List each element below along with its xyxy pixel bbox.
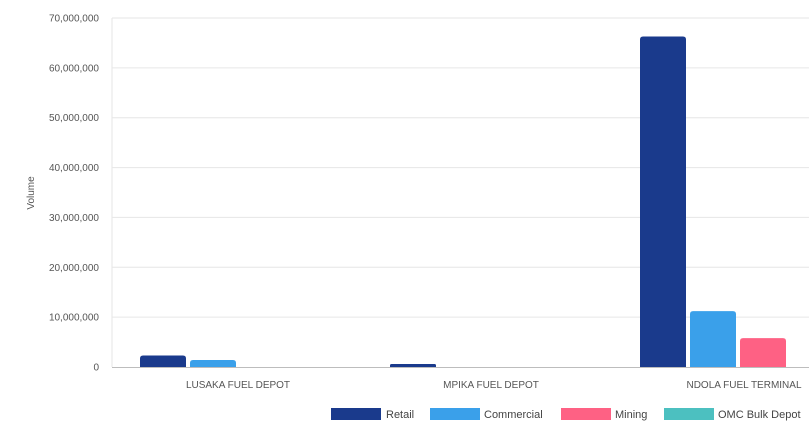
bar-retail-2 [640,36,686,367]
bar-commercial-0 [190,360,236,367]
category-labels: LUSAKA FUEL DEPOT MPIKA FUEL DEPOT NDOLA F… [186,380,802,391]
y-tick-label: 30,000,000 [49,213,99,224]
x-category-label: LUSAKA FUEL DEPOT [186,380,290,391]
legend-swatch-commercial[interactable] [430,408,480,420]
bar-retail-0 [140,355,186,367]
legend-label[interactable]: Retail [386,409,414,421]
y-tick-label: 0 [93,363,99,374]
gridlines [111,17,809,367]
legend-swatch-retail[interactable] [331,408,381,420]
bar-commercial-2 [690,311,736,367]
x-category-label: NDOLA FUEL TERMINAL [686,380,801,391]
y-axis-title: Volume [26,176,37,210]
y-tick-label: 50,000,000 [49,113,99,124]
bars [140,36,786,367]
y-axis-ticks: 0 10,000,000 20,000,000 30,000,000 40,000,00… [49,14,100,374]
bar-retail-1 [390,364,436,367]
bar-mining-2 [740,338,786,367]
legend-label[interactable]: OMC Bulk Depot [718,409,801,421]
y-tick-label: 70,000,000 [49,14,99,25]
x-category-label: MPIKA FUEL DEPOT [443,380,539,391]
legend-label[interactable]: Commercial [484,409,543,421]
legend: Retail Commercial Mining OMC Bulk Depot [331,408,801,421]
y-tick-label: 20,000,000 [49,263,99,274]
y-tick-label: 40,000,000 [49,163,99,174]
y-tick-label: 60,000,000 [49,63,99,74]
legend-swatch-omc-bulk-depot[interactable] [664,408,714,420]
y-tick-label: 10,000,000 [49,313,99,324]
legend-swatch-mining[interactable] [561,408,611,420]
legend-label[interactable]: Mining [615,409,647,421]
